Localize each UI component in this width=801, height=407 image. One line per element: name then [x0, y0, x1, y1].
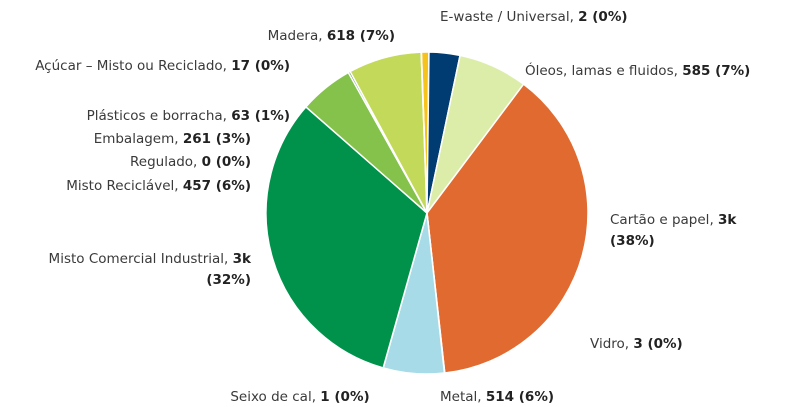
- slice-label: Misto Reciclável 457 (6%): [0, 176, 251, 197]
- slice-label: E-waste / Universal 2 (0%): [440, 7, 740, 28]
- slice-value: 3k (32%): [206, 251, 251, 288]
- slice-name: Embalagem: [94, 131, 179, 147]
- slice-value: 17 (0%): [231, 58, 290, 74]
- slice-name: Óleos, lamas e fluidos: [525, 63, 678, 79]
- slice-label: Açúcar – Misto ou Reciclado 17 (0%): [30, 56, 290, 77]
- slice-name: Misto Reciclável: [66, 178, 178, 194]
- slice-value: 1 (0%): [320, 389, 370, 405]
- slice-value: 585 (7%): [682, 63, 751, 79]
- slice-label: Cartão e papel 3k (38%): [610, 210, 760, 252]
- slice-value: 618 (7%): [326, 28, 395, 44]
- slice-label: Plásticos e borracha 63 (1%): [0, 106, 290, 127]
- slice-value: 514 (6%): [485, 389, 555, 405]
- pie-slice: [265, 105, 428, 369]
- slice-value: 2 (0%): [578, 9, 628, 25]
- slice-value: 0 (0%): [201, 154, 251, 170]
- slice-name: Seixo de cal: [230, 389, 316, 405]
- slice-name: Regulado: [130, 154, 197, 170]
- slice-name: Misto Comercial Industrial: [49, 251, 229, 267]
- slice-name: Cartão e papel: [610, 212, 714, 228]
- slice-name: Vidro: [590, 336, 629, 352]
- slice-label: Seixo de cal 1 (0%): [180, 387, 420, 407]
- slice-label: Óleos, lamas e fluidos 585 (7%): [525, 61, 801, 82]
- slice-value: 457 (6%): [182, 178, 251, 194]
- slice-label: Regulado 0 (0%): [0, 152, 251, 173]
- slice-label: Embalagem 261 (3%): [0, 129, 251, 150]
- slice-value: 63 (1%): [231, 108, 290, 124]
- slice-name: Metal: [440, 389, 482, 405]
- slice-label: Misto Comercial Industrial 3k (32%): [0, 249, 251, 291]
- slice-name: Madera: [268, 28, 323, 44]
- slice-label: Vidro 3 (0%): [590, 334, 790, 355]
- slice-label: Madera 618 (7%): [150, 26, 395, 47]
- slice-name: Açúcar – Misto ou Reciclado: [35, 58, 227, 74]
- slice-label: Metal 514 (6%): [440, 387, 640, 407]
- slice-value: 3k (38%): [610, 212, 737, 249]
- pie-slice: [420, 51, 428, 214]
- slice-name: Plásticos e borracha: [87, 108, 227, 124]
- pie-slice: [426, 83, 589, 374]
- slice-name: E-waste / Universal: [440, 9, 574, 25]
- slice-value: 3 (0%): [633, 336, 683, 352]
- slice-value: 261 (3%): [182, 131, 251, 147]
